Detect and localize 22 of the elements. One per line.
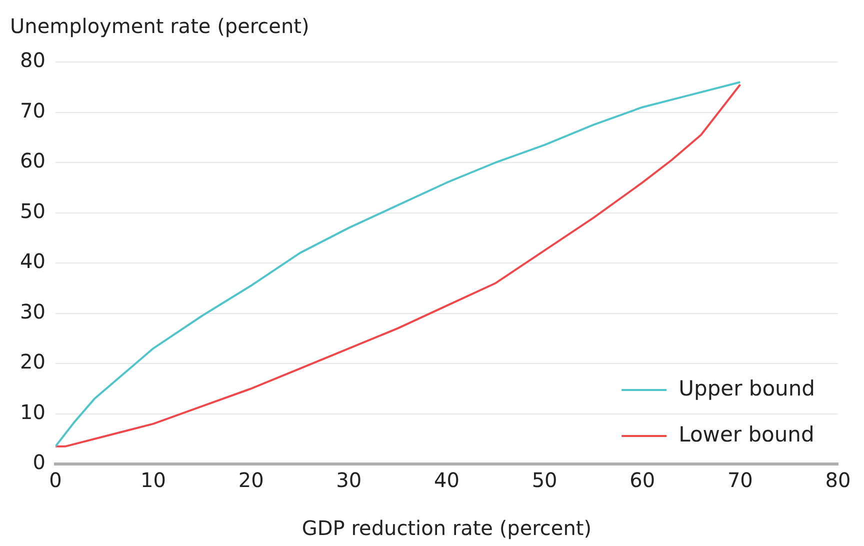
y-tick-label: 10 xyxy=(20,400,46,424)
x-tick-label: 0 xyxy=(49,468,62,492)
y-tick-label: 30 xyxy=(20,299,46,324)
x-tick-label: 80 xyxy=(825,468,851,492)
x-tick-label: 60 xyxy=(630,468,656,492)
x-tick-label: 20 xyxy=(238,468,264,492)
y-tick-label: 20 xyxy=(20,350,46,374)
y-tick-label: 0 xyxy=(32,450,46,474)
x-tick-label: 40 xyxy=(434,468,460,492)
y-tick-label: 70 xyxy=(20,98,46,122)
x-tick-label: 70 xyxy=(727,468,753,492)
x-tick-label: 10 xyxy=(140,468,166,492)
y-tick-label: 60 xyxy=(20,148,46,173)
y-tick-label: 40 xyxy=(20,249,46,274)
x-axis-title: GDP reduction rate (percent) xyxy=(302,516,592,540)
legend-label: Lower bound xyxy=(678,422,814,446)
y-tick-label: 50 xyxy=(20,198,46,223)
x-tick-label: 50 xyxy=(532,468,558,492)
x-tick-label: 30 xyxy=(336,468,362,492)
y-tick-label: 80 xyxy=(20,48,46,72)
legend-label: Upper bound xyxy=(678,376,816,400)
y-axis-title: Unemployment rate (percent) xyxy=(10,14,310,38)
